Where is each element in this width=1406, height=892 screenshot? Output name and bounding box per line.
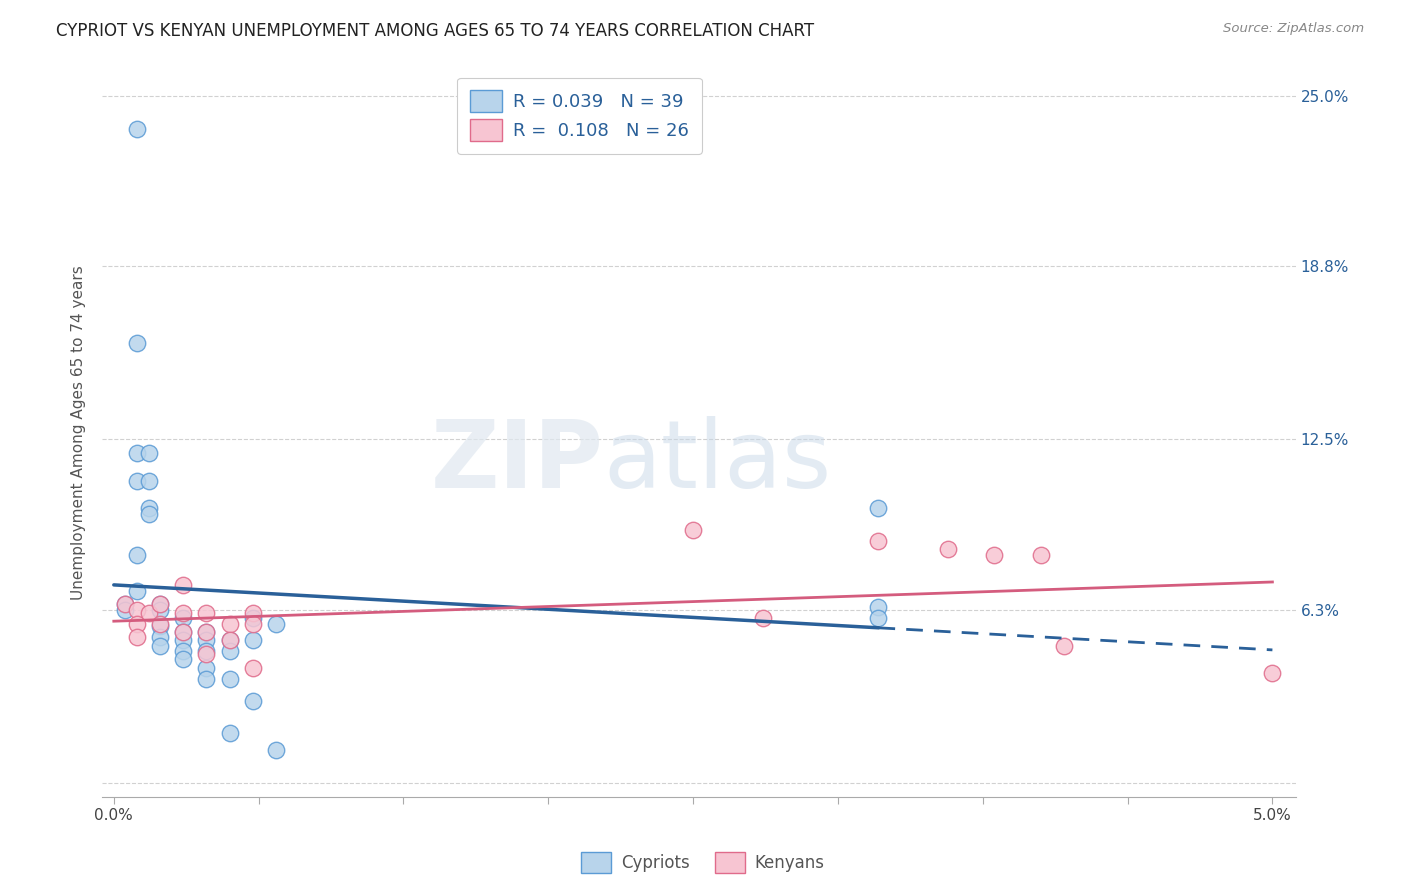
Point [149, 630, 172, 644]
Point [172, 633, 194, 648]
Point [149, 598, 172, 612]
Point [172, 644, 194, 658]
Point [138, 501, 160, 516]
Point [138, 474, 160, 488]
Point [195, 606, 218, 620]
Point [172, 611, 194, 625]
Point [125, 603, 148, 617]
Point [125, 336, 148, 351]
Point [868, 611, 890, 625]
Point [242, 660, 264, 674]
Point [218, 644, 240, 658]
Text: atlas: atlas [603, 416, 832, 508]
Point [125, 446, 148, 460]
Point [242, 616, 264, 631]
Point [195, 647, 218, 661]
Point [149, 619, 172, 633]
Point [125, 616, 148, 631]
Point [218, 633, 240, 648]
Point [868, 534, 890, 549]
Y-axis label: Unemployment Among Ages 65 to 74 years: Unemployment Among Ages 65 to 74 years [72, 265, 86, 600]
Point [242, 611, 264, 625]
Point [138, 507, 160, 521]
Point [138, 606, 160, 620]
Point [1053, 639, 1076, 653]
Point [264, 743, 287, 757]
Point [1261, 666, 1284, 681]
Text: CYPRIOT VS KENYAN UNEMPLOYMENT AMONG AGES 65 TO 74 YEARS CORRELATION CHART: CYPRIOT VS KENYAN UNEMPLOYMENT AMONG AGE… [56, 22, 814, 40]
Point [195, 624, 218, 639]
Point [125, 474, 148, 488]
Legend: R = 0.039   N = 39, R =  0.108   N = 26: R = 0.039 N = 39, R = 0.108 N = 26 [457, 78, 702, 154]
Point [149, 603, 172, 617]
Text: ZIP: ZIP [430, 416, 603, 508]
Point [751, 611, 773, 625]
Point [172, 578, 194, 592]
Point [218, 672, 240, 686]
Point [1029, 548, 1052, 562]
Point [936, 542, 959, 557]
Point [195, 660, 218, 674]
Point [264, 616, 287, 631]
Point [125, 630, 148, 644]
Point [125, 122, 148, 136]
Point [195, 624, 218, 639]
Point [218, 726, 240, 740]
Legend: Cypriots, Kenyans: Cypriots, Kenyans [575, 846, 831, 880]
Text: Source: ZipAtlas.com: Source: ZipAtlas.com [1223, 22, 1364, 36]
Point [172, 624, 194, 639]
Point [242, 606, 264, 620]
Point [149, 639, 172, 653]
Point [125, 583, 148, 598]
Point [195, 672, 218, 686]
Point [125, 548, 148, 562]
Point [983, 548, 1005, 562]
Point [172, 624, 194, 639]
Point [868, 501, 890, 516]
Point [218, 633, 240, 648]
Point [114, 598, 136, 612]
Point [242, 633, 264, 648]
Point [172, 606, 194, 620]
Point [218, 616, 240, 631]
Point [149, 616, 172, 631]
Point [195, 644, 218, 658]
Point [138, 446, 160, 460]
Point [242, 693, 264, 707]
Point [114, 598, 136, 612]
Point [149, 598, 172, 612]
Point [682, 523, 704, 537]
Point [195, 633, 218, 648]
Point [114, 603, 136, 617]
Point [172, 652, 194, 666]
Point [868, 600, 890, 615]
